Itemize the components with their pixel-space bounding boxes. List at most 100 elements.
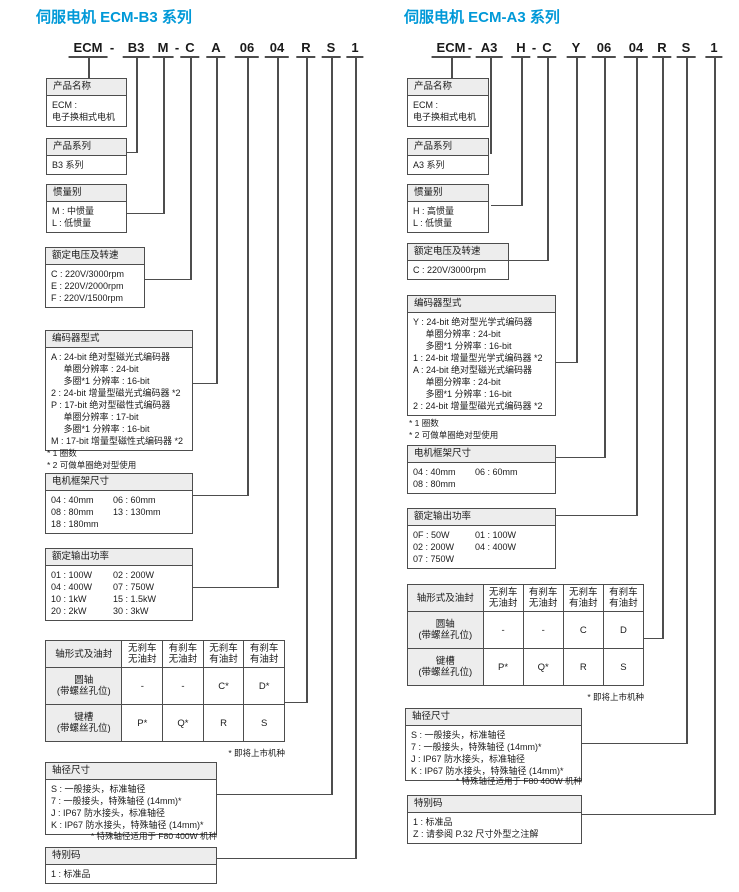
text-col: 30 : 3kW xyxy=(113,606,149,616)
box-body: 1 : 标准品 Z : 请参阅 P.32 尺寸外型之注解 xyxy=(407,813,582,844)
table-col-header: 有刹车 无油封 xyxy=(522,584,564,612)
table-cell: D xyxy=(602,611,645,649)
table-row: 键槽 (带螺丝孔位) P* Q* R S xyxy=(407,648,645,686)
box-body: B3 系列 xyxy=(46,156,127,175)
text-line: C : 220V/3000rpm xyxy=(413,265,487,275)
box-body: H : 高惯量 L : 低惯量 xyxy=(407,202,489,233)
connector-line xyxy=(285,701,308,703)
text-line: 7 : 一般接头，特殊轴径 (14mm)* xyxy=(411,742,542,752)
table-row-label: 圆轴 (带螺丝孔位) xyxy=(44,667,123,705)
table-row-label: 键槽 (带螺丝孔位) xyxy=(44,704,123,742)
box-header: 额定输出功率 xyxy=(45,548,193,566)
box-header: 产品名称 xyxy=(46,78,127,96)
text-line: 04 : 40mm 06 : 60mm xyxy=(413,466,550,478)
connector-line xyxy=(662,58,664,639)
box-rated-power: 额定输出功率 0F : 50W 01 : 100W 02 : 200W 04 : 40… xyxy=(407,508,556,569)
connector-line xyxy=(331,58,333,795)
text-line: 04 : 400W 07 : 750W xyxy=(51,581,187,593)
connector-line xyxy=(217,857,357,859)
text-col: 02 : 200W xyxy=(413,542,455,552)
box-special-code: 特别码 1 : 标准品 Z : 请参阅 P.32 尺寸外型之注解 xyxy=(407,795,582,844)
box-body: 01 : 100W 02 : 200W 04 : 400W 07 : 750W 10 :… xyxy=(45,566,193,621)
text-line: C : 220V/3000rpm xyxy=(51,269,125,279)
text-col: 10 : 1kW xyxy=(51,594,87,604)
table-row: 圆轴 (带螺丝孔位) - - C* D* xyxy=(44,667,285,705)
text-line: 单圈分辨率 : 17-bit xyxy=(51,412,139,422)
text-line: K : IP67 防水接头，特殊轴径 (14mm)* xyxy=(411,766,564,776)
table-note: * 即将上市机种 xyxy=(228,748,285,758)
box-body: A : 24-bit 绝对型磁光式编码器 单圈分辨率 : 24-bit 多圈*1… xyxy=(45,348,193,451)
code-dash: - xyxy=(109,40,115,55)
text-line: 多圈*1 分辨率 : 16-bit xyxy=(413,341,512,351)
text-line: A3 系列 xyxy=(413,160,445,170)
text-line: 多圈*1 分辨率 : 16-bit xyxy=(413,389,512,399)
text-col: 06 : 60mm xyxy=(113,495,156,505)
text-line: 2 : 24-bit 增量型磁光式编码器 *2 xyxy=(413,401,543,411)
connector-line xyxy=(217,793,333,795)
connector-line xyxy=(127,151,138,153)
text-line: 单圈分辨率 : 24-bit xyxy=(413,329,501,339)
table-corner: 轴形式及油封 xyxy=(44,640,123,668)
table-cell: - xyxy=(522,611,564,649)
text-col: 02 : 200W xyxy=(113,570,155,580)
connector-line xyxy=(582,742,688,744)
connector-line xyxy=(163,58,165,214)
text-line: 0F : 50W 01 : 100W xyxy=(413,529,550,541)
table-cell: C* xyxy=(202,667,245,705)
text-col: 04 : 400W xyxy=(475,542,517,552)
connector-line xyxy=(193,494,249,496)
text-col: 04 : 40mm xyxy=(413,467,456,477)
connector-line xyxy=(136,58,138,153)
box-body: 04 : 40mm 06 : 60mm 08 : 80mm 13 : 130mm 18 … xyxy=(45,491,193,534)
connector-line xyxy=(576,58,578,363)
code-segment-frame: 06 xyxy=(591,40,617,58)
connector-line xyxy=(247,58,249,496)
connector-line xyxy=(521,58,523,206)
box-header: 编码器型式 xyxy=(407,295,556,313)
text-line: Y : 24-bit 绝对型光学式编码器 xyxy=(413,317,533,327)
table-row-label: 圆轴 (带螺丝孔位) xyxy=(407,611,484,649)
text-line: * 1 圈数 xyxy=(47,448,77,458)
box-body: 1 : 标准品 xyxy=(45,865,217,884)
text-line: * 1 圈数 xyxy=(409,418,439,428)
box-header: 产品系列 xyxy=(46,138,127,156)
text-col: 07 : 750W xyxy=(113,582,155,592)
connector-line xyxy=(556,361,578,363)
shaft-oil-seal-table: 轴形式及油封 无刹车 无油封 有刹车 无油封 无刹车 有油封 有刹车 有油封 圆轴 (带螺… xyxy=(407,584,645,686)
box-shaft-dia: 轴径尺寸 S : 一般接头，标准轴径 7 : 一般接头，特殊轴径 (14mm)* J… xyxy=(405,708,582,781)
encoder-footnotes: * 1 圈数 * 2 可做单圈绝对型使用 xyxy=(47,447,136,471)
text-line: 18 : 180mm xyxy=(51,519,99,529)
connector-line xyxy=(216,58,218,384)
box-header: 额定电压及转速 xyxy=(45,247,145,265)
box-body: M : 中惯量 L : 低惯量 xyxy=(46,202,127,233)
code-segment-special: 1 xyxy=(346,40,364,58)
box-body: Y : 24-bit 绝对型光学式编码器 单圈分辨率 : 24-bit 多圈*1… xyxy=(407,313,556,416)
code-segment-power: 04 xyxy=(623,40,649,58)
table-cell: R xyxy=(562,648,604,686)
table-cell: P* xyxy=(482,648,524,686)
box-product-name: 产品名称 ECM : 电子换相式电机 xyxy=(46,78,127,127)
code-segment-shaft-type: R xyxy=(652,40,672,58)
text-line: 1 : 24-bit 增量型光学式编码器 *2 xyxy=(413,353,543,363)
text-line: H : 高惯量 xyxy=(413,206,455,216)
encoder-footnotes: * 1 圈数 * 2 可做单圈绝对型使用 xyxy=(409,417,498,441)
text-line: 1 : 标准品 xyxy=(51,869,91,879)
text-line: M : 17-bit 增量型磁性式编码器 *2 xyxy=(51,436,184,446)
text-line: 7 : 一般接头，特殊轴径 (14mm)* xyxy=(51,796,182,806)
code-segment-series: A3 xyxy=(475,40,503,58)
box-body: C : 220V/3000rpm xyxy=(407,261,509,280)
box-header: 产品名称 xyxy=(407,78,489,96)
connector-line xyxy=(193,382,218,384)
box-frame-size: 电机框架尺寸 04 : 40mm 06 : 60mm 08 : 80mm 13 : 1… xyxy=(45,473,193,534)
text-col: 06 : 60mm xyxy=(475,467,518,477)
connector-line xyxy=(604,58,606,458)
text-line: * 2 可做单圈绝对型使用 xyxy=(409,430,499,440)
box-inertia: 惯量别 M : 中惯量 L : 低惯量 xyxy=(46,184,127,233)
text-line: 单圈分辨率 : 24-bit xyxy=(413,377,501,387)
table-col-header: 有刹车 无油封 xyxy=(162,640,204,668)
box-product-name: 产品名称 ECM : 电子换相式电机 xyxy=(407,78,489,127)
table-cell: P* xyxy=(121,704,164,742)
box-voltage-speed: 额定电压及转速 C : 220V/3000rpm xyxy=(407,243,509,280)
connector-line xyxy=(490,58,492,154)
